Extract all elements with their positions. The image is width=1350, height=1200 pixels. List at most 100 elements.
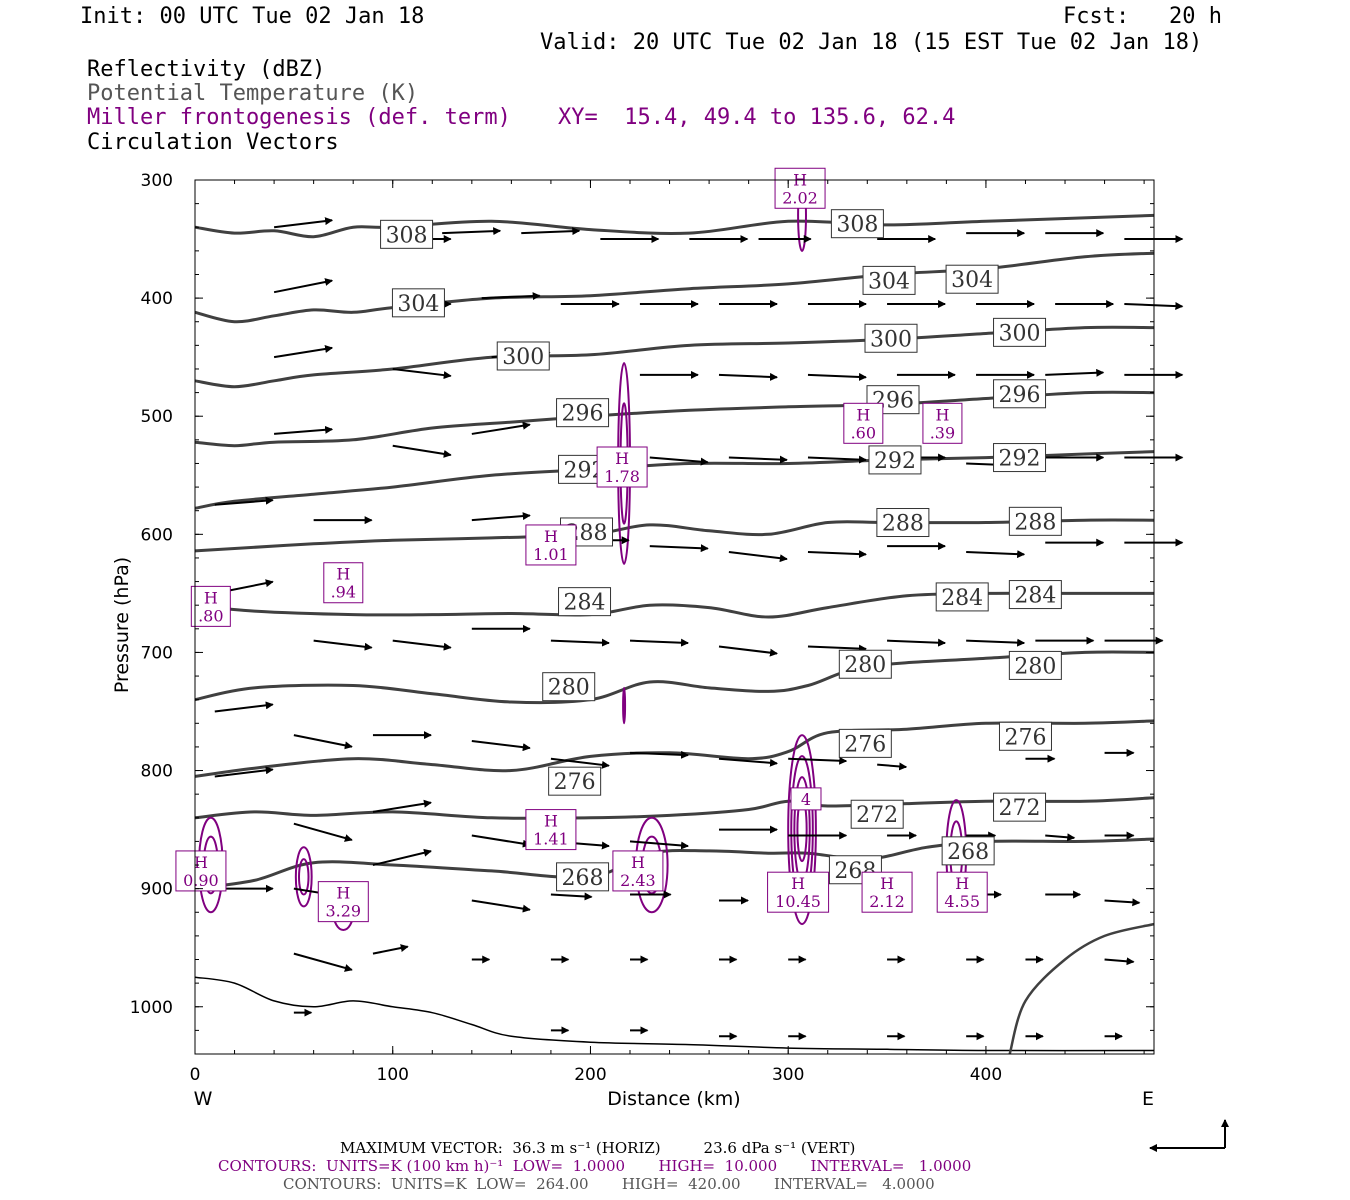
isentrope-label: 296 [562,402,604,427]
isentrope-label-box [556,398,610,428]
circulation-vector [313,639,373,651]
frontogenesis-max-value: 4 [801,790,811,809]
frontogenesis-max-value: .60 [851,423,876,442]
isentrope-label: 300 [502,345,544,370]
frontogenesis-max-marker: H [336,884,350,903]
isentrope-label: 288 [1014,510,1056,535]
axes: 300 400 500 600 700 800 900 1000 0 100 200 300 400 [130,171,1154,1085]
circulation-vector [372,944,409,955]
circulation-vector [649,456,709,466]
circulation-vector [1045,833,1076,842]
frontogenesis-max-marker: H [791,874,805,893]
circulation-vector [521,227,581,236]
isentrope-300 [194,325,1155,389]
frontogenesis-max-marker: H [631,853,645,872]
circulation-vector [1104,898,1141,907]
circulation-vector [1104,957,1135,966]
isentrope-label: 276 [554,770,596,795]
circulation-vector [471,899,531,913]
surface-line [194,976,1155,1052]
circulation-vector [877,762,908,771]
circulation-vector [807,455,867,464]
isentrope-label-box [993,317,1047,347]
frontogenesis-max-box [843,402,884,444]
y-tick-label: 600 [141,525,173,545]
isentrope-label-box [864,323,918,353]
frontogenesis-max-value: .39 [930,423,955,442]
y-tick-label: 800 [141,762,173,782]
forecast-hour: Fcst: 20 h [1063,4,1222,29]
x-tick-label: 100 [377,1065,409,1085]
frontogenesis-max-marker: H [544,812,558,831]
circulation-vector [887,638,947,647]
isentrope-label-box [496,341,550,371]
isentrope-label: 280 [1014,654,1056,679]
isentrope-280 [194,650,1155,705]
isentrope-label: 272 [856,803,898,828]
frontogenesis-max-box [190,585,231,627]
frontogenesis-max-marker: H [935,405,949,424]
isentrope-label: 292 [874,449,916,474]
isentrope-label: 284 [1014,584,1056,609]
isentrope-label-box [941,836,995,866]
frontogenesis-max-box [317,881,369,923]
circulation-vector [392,444,452,458]
field-circulation-vectors: Circulation Vectors [87,130,339,155]
isentrope-label: 280 [844,653,886,678]
isentrope-308 [194,213,1155,239]
isentrope-272 [194,796,1155,820]
circulation-vector [481,292,541,301]
frontogenesis-max-value: 1.78 [604,467,640,486]
circulation-vector [392,639,452,651]
circulation-vector [966,638,1026,647]
isentrope-label-box [876,508,930,538]
isentrope-label: 308 [836,213,878,238]
circulation-vector [788,756,848,765]
circulation-vectors [214,217,1184,1041]
cross-section-xy: XY= 15.4, 49.4 to 135.6, 62.4 [558,105,956,130]
circulation-vector [273,278,334,294]
circulation-vector [293,952,353,972]
frontogenesis-max-marker: H [955,874,969,893]
circulation-vector [214,496,274,506]
circulation-vector [471,834,531,848]
circulation-vector [629,750,690,759]
x-tick-label: 300 [772,1065,804,1085]
isentrope-label: 268 [947,840,989,865]
frontogenesis-contour [294,846,313,908]
circulation-vector [274,425,334,435]
isentrope-label: 276 [844,732,886,757]
isentrope-label-box [558,587,612,617]
frontogenesis-max-value: .94 [331,583,356,602]
isentrope-label: 276 [1004,725,1046,750]
frontogenesis-max-marker: H [544,527,558,546]
frontogenesis-max-value: 0.90 [183,871,219,890]
circulation-vector [372,848,432,866]
isentrope-label-box [993,379,1047,409]
circulation-vector [372,799,432,813]
y-tick-label: 300 [141,171,173,191]
isentrope-label-box [1008,580,1062,610]
frontogenesis-max-box [596,446,648,488]
circulation-vector [807,550,867,559]
maximum-vector-info: MAXIMUM VECTOR: 36.3 m s⁻¹ (HORIZ) 23.6 … [340,1139,856,1157]
isentrope-label-box [391,288,445,318]
reference-vector-icon [1149,1119,1229,1152]
frontogenesis-max-value: 10.45 [775,892,821,911]
isentrope-label: 284 [941,586,983,611]
circulation-vector [442,227,502,236]
isentrope-264 [1008,922,1155,1055]
frontogenesis-max-value: 3.29 [325,902,361,921]
circulation-vector [471,512,531,522]
circulation-vector [550,892,593,901]
circulation-vector [550,757,610,769]
y-tick-label: 900 [141,880,173,900]
frontogenesis-max-box [175,850,227,892]
frontogenesis-max-box [767,871,830,913]
frontogenesis-max-box [612,850,664,892]
isentrope-label-box [838,728,892,758]
frontogenesis-max-value: 2.12 [869,892,905,911]
isentrope-label-box [1008,650,1062,680]
frontogenesis-max-value: 2.43 [620,871,656,890]
